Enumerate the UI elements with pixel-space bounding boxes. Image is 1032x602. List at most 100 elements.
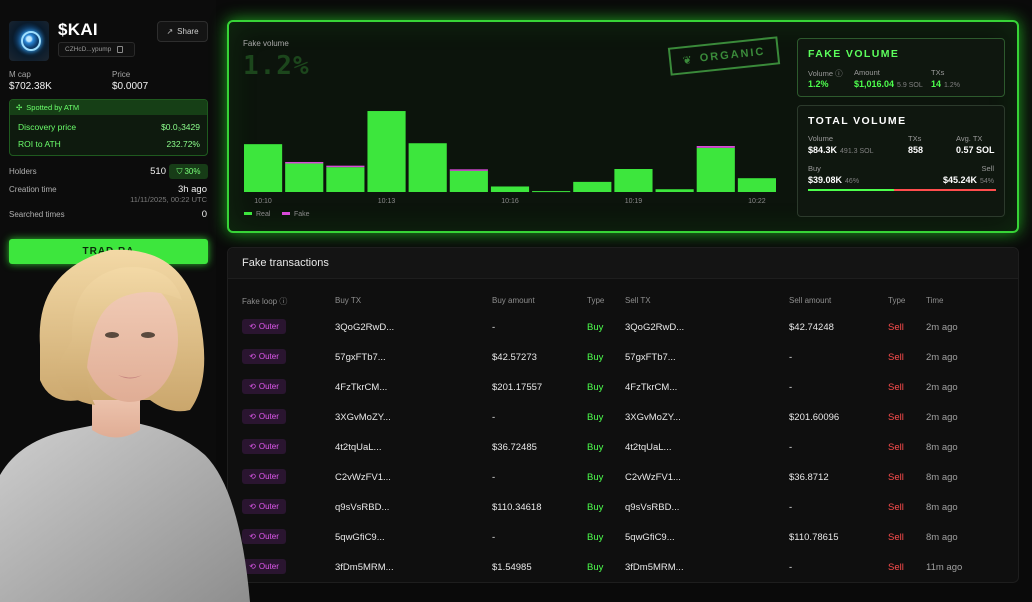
table-row[interactable]: ⟲ Outer 57gxFTb7... $42.57273 Buy 57gxFTb7...… <box>228 343 1018 373</box>
trade-button[interactable]: TRAD RA <box>9 239 208 264</box>
cell-buy-amount: - <box>492 412 496 423</box>
discovery-label: Discovery price <box>18 122 77 132</box>
fake-loop-badge: ⟲ Outer <box>242 499 286 514</box>
cell-time: 11m ago <box>926 562 963 573</box>
cell-sell-tx[interactable]: 5qwGfiC9... <box>625 532 675 543</box>
cell-sell-amount: - <box>789 562 793 573</box>
cell-sell-tx[interactable]: C2vWzFV1... <box>625 472 681 483</box>
mcap-value: $702.38K <box>9 81 52 92</box>
bar-real-10:13[interactable] <box>367 111 406 192</box>
tv-volume-value: $84.3K 491.3 SOL <box>808 145 874 155</box>
bar-real-10:15[interactable] <box>449 170 488 192</box>
cell-sell-tx[interactable]: 3QoG2RwD... <box>625 322 685 333</box>
fake-loop-badge: ⟲ Outer <box>242 379 286 394</box>
fake-transactions-card: Fake transactions Fake loop ⓘ Buy TX Buy… <box>227 247 1019 583</box>
table-row[interactable]: ⟲ Outer 4t2tqUaL... $36.72485 Buy 4t2tqUaL...… <box>228 433 1018 463</box>
bar-real-10:22[interactable] <box>737 178 776 192</box>
cell-sell-type: Sell <box>888 382 904 393</box>
table-row[interactable]: ⟲ Outer C2vWzFV1... - Buy C2vWzFV1... $36.8712… <box>228 463 1018 493</box>
cell-sell-type: Sell <box>888 442 904 453</box>
cell-buy-tx[interactable]: 57gxFTb7... <box>335 352 386 363</box>
legend-real: Real <box>256 211 271 218</box>
fv-txs-value: 14 1.2% <box>931 79 960 89</box>
cell-buy-type: Buy <box>587 412 604 423</box>
cell-sell-amount: - <box>789 502 793 513</box>
fake-loop-badge: ⟲ Outer <box>242 319 286 334</box>
table-row[interactable]: ⟲ Outer q9sVsRBD... $110.34618 Buy q9sVsRBD..… <box>228 493 1018 523</box>
bar-real-10:21[interactable] <box>696 147 735 192</box>
bar-real-10:12[interactable] <box>326 167 365 192</box>
cell-time: 8m ago <box>926 472 958 483</box>
table-row[interactable]: ⟲ Outer 3fDm5MRM... $1.54985 Buy 3fDm5MRM... -… <box>228 553 1018 583</box>
volume-bar-chart: 10:10 10:13 10:16 10:19 10:22 Real Fake <box>244 111 776 218</box>
roi-label: ROI to ATH <box>18 139 61 149</box>
cell-sell-amount: $110.78615 <box>789 532 839 543</box>
share-button[interactable]: ↗ Share <box>157 21 208 42</box>
bar-real-10:17[interactable] <box>532 191 571 193</box>
loop-icon: ⟲ <box>249 352 256 361</box>
loop-icon: ⟲ <box>249 562 256 571</box>
table-row[interactable]: ⟲ Outer 3XGvMoZY... - Buy 3XGvMoZY... $201.600… <box>228 403 1018 433</box>
col-time: Time <box>926 296 944 305</box>
organic-stamp: ❦ ORGANIC <box>667 36 781 76</box>
fake-volume-label: Fake volume <box>243 39 289 48</box>
cell-sell-tx[interactable]: 3fDm5MRM... <box>625 562 684 573</box>
fv-volume-label: Volume ⓘ <box>808 68 843 79</box>
bar-real-10:20[interactable] <box>655 189 694 192</box>
table-row[interactable]: ⟲ Outer 5qwGfiC9... - Buy 5qwGfiC9... $110.786… <box>228 523 1018 553</box>
cell-sell-tx[interactable]: 3XGvMoZY... <box>625 412 681 423</box>
token-logo <box>9 21 49 61</box>
bar-fake-10:12[interactable] <box>326 165 365 168</box>
table-row[interactable]: ⟲ Outer 3QoG2RwD... - Buy 3QoG2RwD... $42.7424… <box>228 313 1018 343</box>
cell-buy-tx[interactable]: 3XGvMoZY... <box>335 412 391 423</box>
fake-volume-card: Fake volume 1.2% ❦ ORGANIC 10:10 10:13 10:… <box>227 20 1019 233</box>
copy-icon[interactable] <box>117 46 124 53</box>
cell-buy-tx[interactable]: 4t2tqUaL... <box>335 442 382 453</box>
bar-real-10:18[interactable] <box>573 181 612 192</box>
cell-buy-tx[interactable]: 3QoG2RwD... <box>335 322 395 333</box>
bar-fake-10:21[interactable] <box>696 146 735 148</box>
fv-txs-label: TXs <box>931 68 945 77</box>
fake-loop-badge: ⟲ Outer <box>242 529 286 544</box>
bar-fake-10:11[interactable] <box>285 161 324 164</box>
loop-icon: ⟲ <box>249 532 256 541</box>
atm-icon: ✣ <box>16 103 23 112</box>
cell-buy-tx[interactable]: C2vWzFV1... <box>335 472 391 483</box>
searched-label: Searched times <box>9 210 65 219</box>
atm-header: ✣ Spotted by ATM <box>10 100 207 115</box>
bar-real-10:14[interactable] <box>408 143 447 192</box>
bar-real-10:11[interactable] <box>285 163 324 192</box>
cell-buy-tx[interactable]: 5qwGfiC9... <box>335 532 385 543</box>
bar-real-10:10[interactable] <box>244 144 283 192</box>
cell-sell-tx[interactable]: 57gxFTb7... <box>625 352 676 363</box>
bar-real-10:19[interactable] <box>614 169 653 192</box>
cell-buy-type: Buy <box>587 532 604 543</box>
cell-sell-tx[interactable]: 4t2tqUaL... <box>625 442 672 453</box>
cell-buy-tx[interactable]: 3fDm5MRM... <box>335 562 394 573</box>
info-icon[interactable]: ⓘ <box>279 297 288 306</box>
atm-spotted-label: Spotted by ATM <box>26 103 80 112</box>
cell-buy-tx[interactable]: 4FzTkrCM... <box>335 382 388 393</box>
token-name: $KAI <box>58 20 98 39</box>
bar-real-10:16[interactable] <box>490 186 530 192</box>
tv-txs-label: TXs <box>908 134 922 143</box>
cell-buy-type: Buy <box>587 322 604 333</box>
legend-fake-swatch <box>282 212 290 215</box>
cell-sell-type: Sell <box>888 532 904 543</box>
cell-sell-tx[interactable]: q9sVsRBD... <box>625 502 680 513</box>
bar-fake-10:15[interactable] <box>449 169 488 171</box>
legend-fake: Fake <box>294 211 310 218</box>
loop-icon: ⟲ <box>249 502 256 511</box>
table-row[interactable]: ⟲ Outer 4FzTkrCM... $201.17557 Buy 4FzTkrCM..… <box>228 373 1018 403</box>
fake-volume-title: FAKE VOLUME <box>808 48 900 60</box>
col-fake-loop-text: Fake loop <box>242 297 278 306</box>
token-address[interactable]: CZHcD...ypump <box>58 42 135 57</box>
token-panel: $KAI CZHcD...ypump ↗ Share M cap $702.38… <box>0 0 216 602</box>
cell-sell-amount: - <box>789 442 793 453</box>
creation-value: 3h ago <box>177 184 207 195</box>
col-buy-tx: Buy TX <box>335 296 362 305</box>
fv-amount-text: $1,016.04 <box>854 79 895 89</box>
cell-buy-tx[interactable]: q9sVsRBD... <box>335 502 390 513</box>
info-icon[interactable]: ⓘ <box>835 69 843 78</box>
cell-sell-tx[interactable]: 4FzTkrCM... <box>625 382 678 393</box>
